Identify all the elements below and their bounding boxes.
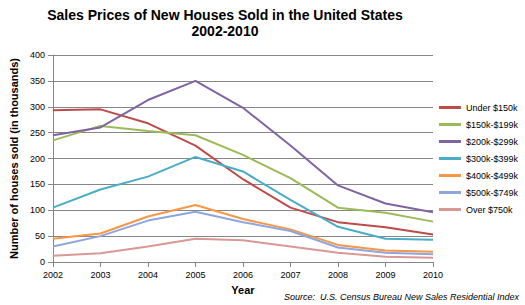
svg-text:350: 350	[30, 76, 45, 86]
svg-text:50: 50	[35, 231, 45, 241]
svg-text:Number of houses sold (in thou: Number of houses sold (in thousands)	[8, 58, 20, 259]
svg-text:$200k-$299k: $200k-$299k	[466, 137, 519, 147]
svg-text:$300k-$399k: $300k-$399k	[466, 154, 519, 164]
svg-text:$400k-$499k: $400k-$499k	[466, 171, 519, 181]
svg-text:2002-2010: 2002-2010	[192, 23, 259, 39]
svg-text:400: 400	[30, 50, 45, 60]
svg-text:Under $150k: Under $150k	[466, 103, 518, 113]
svg-text:Year: Year	[231, 284, 255, 296]
svg-text:2004: 2004	[138, 270, 158, 280]
svg-text:2002: 2002	[43, 270, 63, 280]
svg-text:250: 250	[30, 128, 45, 138]
svg-text:Sales Prices of New Houses Sol: Sales Prices of New Houses Sold in the U…	[47, 7, 403, 23]
svg-text:2005: 2005	[185, 270, 205, 280]
svg-text:150: 150	[30, 179, 45, 189]
svg-text:100: 100	[30, 205, 45, 215]
svg-text:0: 0	[40, 257, 45, 267]
svg-text:300: 300	[30, 102, 45, 112]
svg-text:2010: 2010	[423, 270, 443, 280]
svg-text:2006: 2006	[233, 270, 253, 280]
svg-text:2008: 2008	[328, 270, 348, 280]
svg-text:200: 200	[30, 154, 45, 164]
svg-text:2003: 2003	[90, 270, 110, 280]
svg-text:Over $750k: Over $750k	[466, 205, 513, 215]
svg-text:2007: 2007	[280, 270, 300, 280]
svg-text:2009: 2009	[375, 270, 395, 280]
svg-text:$150k-$199k: $150k-$199k	[466, 120, 519, 130]
svg-text:$500k-$749k: $500k-$749k	[466, 188, 519, 198]
svg-text:Source: U.S. Census Bureau Ne: Source: U.S. Census Bureau New Sales Res…	[284, 292, 520, 302]
